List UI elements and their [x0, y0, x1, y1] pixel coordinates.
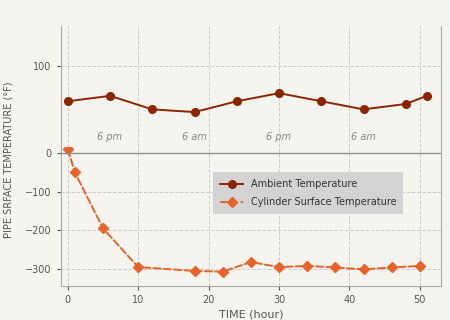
Text: 6 am: 6 am: [182, 132, 207, 142]
Text: Cylinder Surface Temperature: Cylinder Surface Temperature: [251, 197, 396, 207]
Text: 6 pm: 6 pm: [98, 132, 122, 142]
Text: PIPE SRFACE TEMPERATURE (°F): PIPE SRFACE TEMPERATURE (°F): [3, 82, 13, 238]
X-axis label: TIME (hour): TIME (hour): [219, 309, 283, 320]
Text: Ambient Temperature: Ambient Temperature: [251, 179, 357, 189]
Text: 6 am: 6 am: [351, 132, 376, 142]
Text: 6 pm: 6 pm: [266, 132, 292, 142]
